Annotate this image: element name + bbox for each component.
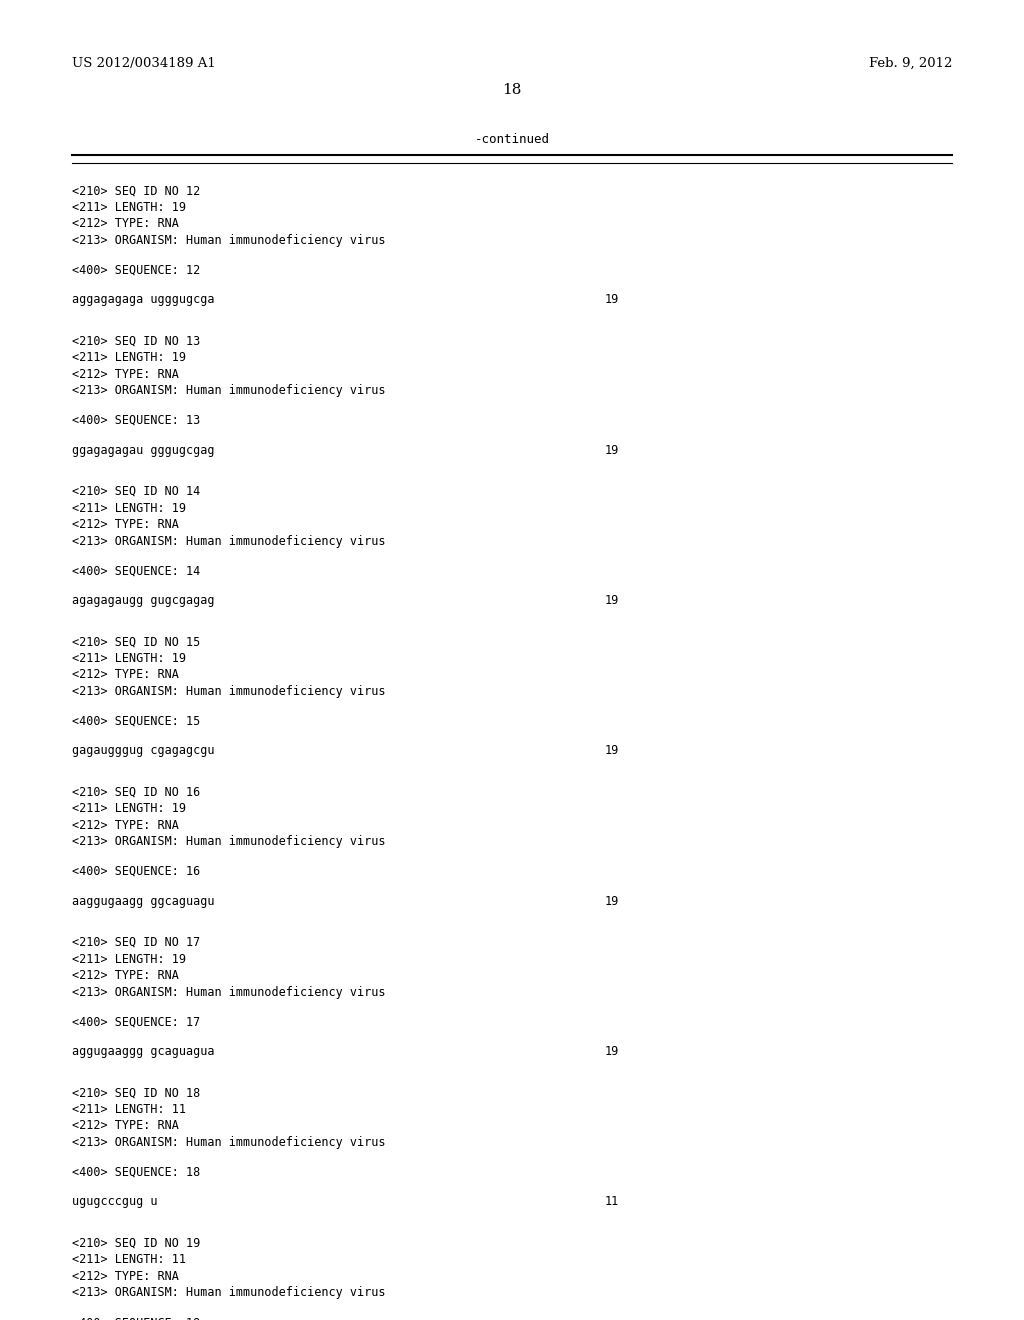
Text: <212> TYPE: RNA: <212> TYPE: RNA [72,969,178,982]
Text: aggugaaggg gcaguagua: aggugaaggg gcaguagua [72,1045,214,1059]
Text: gagaugggug cgagagcgu: gagaugggug cgagagcgu [72,744,214,758]
Text: <211> LENGTH: 19: <211> LENGTH: 19 [72,201,185,214]
Text: 11: 11 [604,1196,618,1208]
Text: aggagagaga ugggugcga: aggagagaga ugggugcga [72,293,214,306]
Text: <210> SEQ ID NO 14: <210> SEQ ID NO 14 [72,484,200,498]
Text: <212> TYPE: RNA: <212> TYPE: RNA [72,368,178,380]
Text: <400> SEQUENCE: 14: <400> SEQUENCE: 14 [72,564,200,577]
Text: <212> TYPE: RNA: <212> TYPE: RNA [72,818,178,832]
Text: <213> ORGANISM: Human immunodeficiency virus: <213> ORGANISM: Human immunodeficiency v… [72,234,385,247]
Text: <212> TYPE: RNA: <212> TYPE: RNA [72,1270,178,1283]
Text: 19: 19 [604,444,618,457]
Text: 18: 18 [503,83,521,96]
Text: <210> SEQ ID NO 12: <210> SEQ ID NO 12 [72,185,200,197]
Text: agagagaugg gugcgagag: agagagaugg gugcgagag [72,594,214,607]
Text: <211> LENGTH: 19: <211> LENGTH: 19 [72,502,185,515]
Text: <211> LENGTH: 19: <211> LENGTH: 19 [72,351,185,364]
Text: <211> LENGTH: 19: <211> LENGTH: 19 [72,652,185,665]
Text: 19: 19 [604,895,618,908]
Text: US 2012/0034189 A1: US 2012/0034189 A1 [72,57,215,70]
Text: <212> TYPE: RNA: <212> TYPE: RNA [72,1119,178,1133]
Text: aaggugaagg ggcaguagu: aaggugaagg ggcaguagu [72,895,214,908]
Text: ugugcccgug u: ugugcccgug u [72,1196,157,1208]
Text: Feb. 9, 2012: Feb. 9, 2012 [869,57,952,70]
Text: 19: 19 [604,293,618,306]
Text: <400> SEQUENCE: 18: <400> SEQUENCE: 18 [72,1166,200,1179]
Text: <210> SEQ ID NO 17: <210> SEQ ID NO 17 [72,936,200,949]
Text: <211> LENGTH: 19: <211> LENGTH: 19 [72,953,185,965]
Text: <211> LENGTH: 19: <211> LENGTH: 19 [72,803,185,816]
Text: <212> TYPE: RNA: <212> TYPE: RNA [72,218,178,230]
Text: <400> SEQUENCE: 17: <400> SEQUENCE: 17 [72,1015,200,1028]
Text: -continued: -continued [474,133,550,147]
Text: <210> SEQ ID NO 13: <210> SEQ ID NO 13 [72,335,200,347]
Text: 19: 19 [604,594,618,607]
Text: <213> ORGANISM: Human immunodeficiency virus: <213> ORGANISM: Human immunodeficiency v… [72,685,385,698]
Text: <210> SEQ ID NO 15: <210> SEQ ID NO 15 [72,635,200,648]
Text: <210> SEQ ID NO 18: <210> SEQ ID NO 18 [72,1086,200,1100]
Text: <400> SEQUENCE: 12: <400> SEQUENCE: 12 [72,264,200,277]
Text: <400> SEQUENCE: 15: <400> SEQUENCE: 15 [72,714,200,727]
Text: <210> SEQ ID NO 16: <210> SEQ ID NO 16 [72,785,200,799]
Text: <211> LENGTH: 11: <211> LENGTH: 11 [72,1104,185,1115]
Text: 19: 19 [604,744,618,758]
Text: <400> SEQUENCE: 19: <400> SEQUENCE: 19 [72,1316,200,1320]
Text: <400> SEQUENCE: 13: <400> SEQUENCE: 13 [72,414,200,426]
Text: <213> ORGANISM: Human immunodeficiency virus: <213> ORGANISM: Human immunodeficiency v… [72,535,385,548]
Text: <213> ORGANISM: Human immunodeficiency virus: <213> ORGANISM: Human immunodeficiency v… [72,1286,385,1299]
Text: <212> TYPE: RNA: <212> TYPE: RNA [72,668,178,681]
Text: <211> LENGTH: 11: <211> LENGTH: 11 [72,1253,185,1266]
Text: <213> ORGANISM: Human immunodeficiency virus: <213> ORGANISM: Human immunodeficiency v… [72,384,385,397]
Text: <213> ORGANISM: Human immunodeficiency virus: <213> ORGANISM: Human immunodeficiency v… [72,986,385,999]
Text: <212> TYPE: RNA: <212> TYPE: RNA [72,517,178,531]
Text: <400> SEQUENCE: 16: <400> SEQUENCE: 16 [72,865,200,878]
Text: <213> ORGANISM: Human immunodeficiency virus: <213> ORGANISM: Human immunodeficiency v… [72,1137,385,1148]
Text: ggagagagau gggugcgag: ggagagagau gggugcgag [72,444,214,457]
Text: 19: 19 [604,1045,618,1059]
Text: <210> SEQ ID NO 19: <210> SEQ ID NO 19 [72,1237,200,1250]
Text: <213> ORGANISM: Human immunodeficiency virus: <213> ORGANISM: Human immunodeficiency v… [72,836,385,849]
